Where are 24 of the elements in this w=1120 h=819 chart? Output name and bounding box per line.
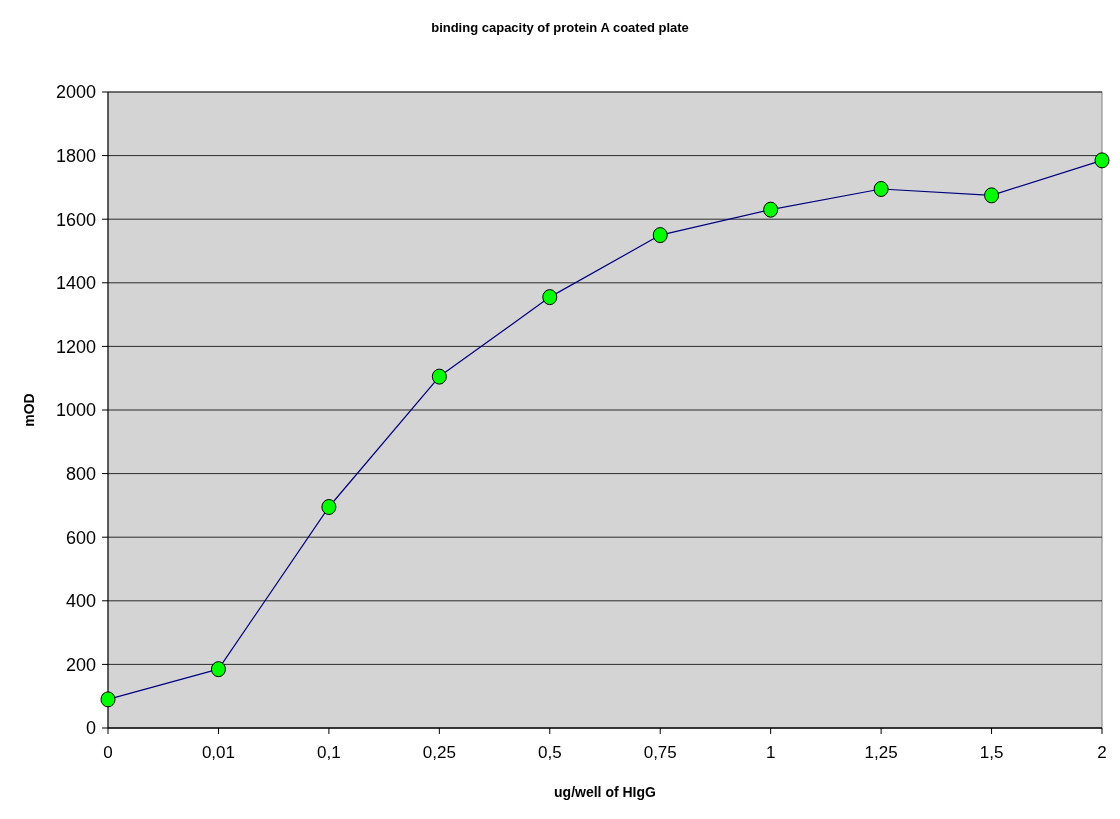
- x-tick-label: 1,5: [979, 743, 1004, 762]
- y-tick-label: 0: [85, 718, 96, 739]
- x-tick-label: 0: [103, 743, 113, 762]
- y-tick-label: 600: [65, 527, 96, 548]
- y-axis-title: mOD: [21, 393, 37, 427]
- x-tick-label: 0,25: [422, 743, 456, 762]
- y-tick-label: 800: [65, 463, 96, 484]
- y-tick-label: 1600: [55, 209, 96, 230]
- y-tick-label: 2000: [55, 82, 96, 103]
- x-tick-label: 0,75: [643, 743, 677, 762]
- x-tick-label: 1,25: [864, 743, 898, 762]
- y-tick-label: 400: [65, 591, 96, 612]
- x-tick-label: 1: [765, 743, 776, 762]
- x-axis-title: ug/well of HIgG: [554, 784, 657, 800]
- y-tick-label: 1000: [55, 400, 96, 421]
- y-tick-label: 1800: [55, 145, 96, 166]
- y-tick-label: 1400: [55, 273, 96, 294]
- x-tick-label: 0,5: [537, 743, 562, 762]
- x-tick-label: 0,01: [201, 743, 235, 762]
- y-tick-label: 1200: [55, 336, 96, 357]
- chart-title: binding capacity of protein A coated plate: [431, 20, 689, 35]
- x-tick-label: 0,1: [317, 743, 341, 762]
- x-tick-label: 2: [1097, 743, 1107, 762]
- y-tick-label: 200: [65, 654, 96, 675]
